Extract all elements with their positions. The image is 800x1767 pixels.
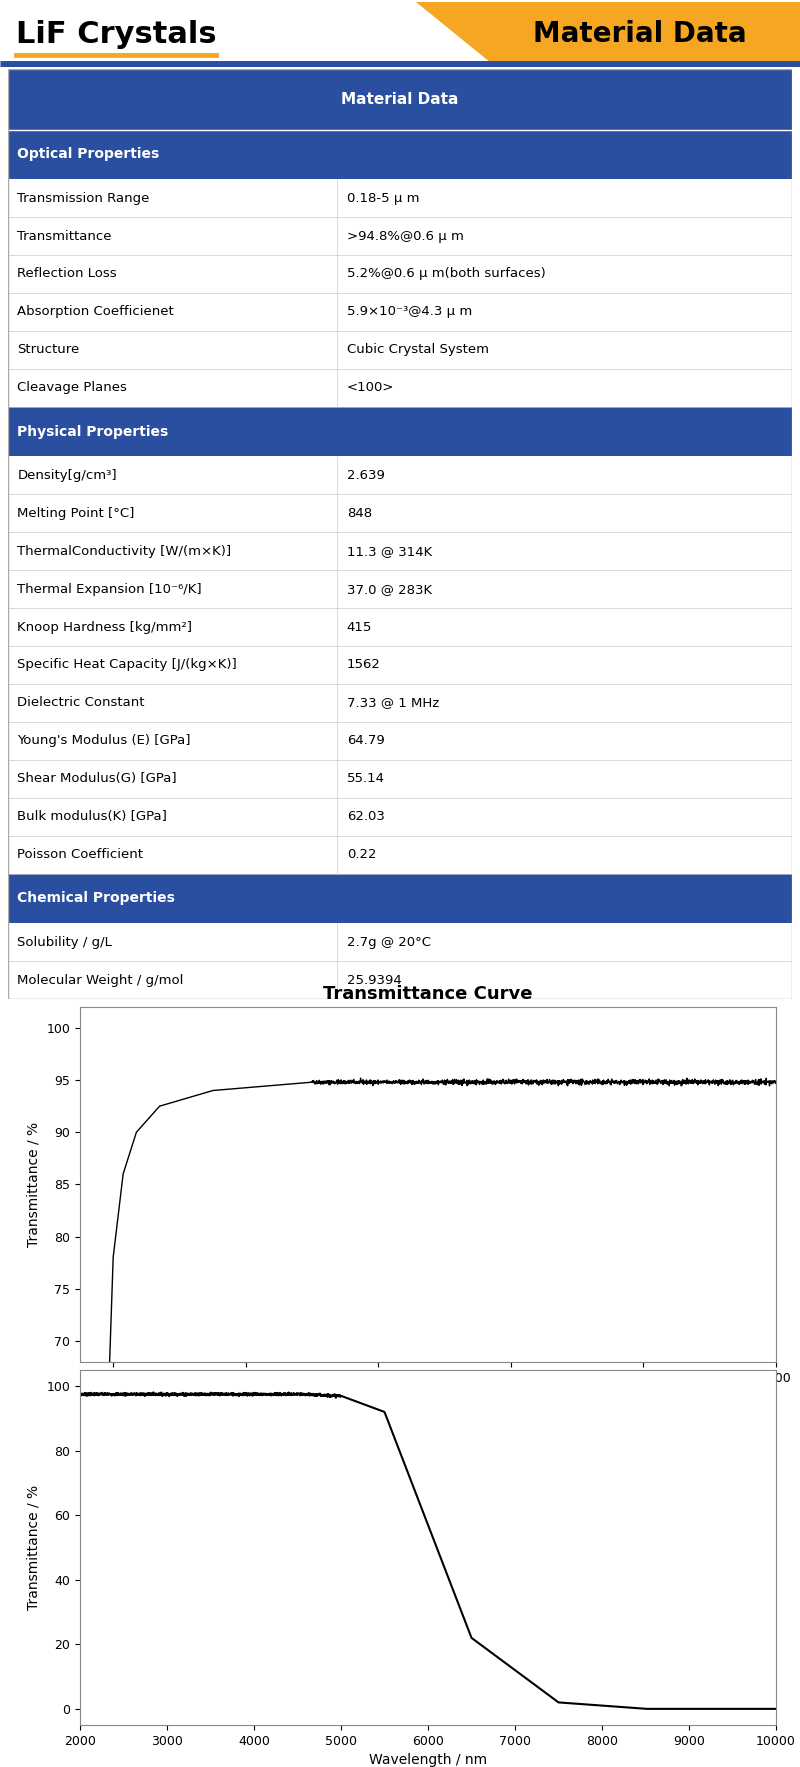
Text: 415: 415 <box>346 620 372 634</box>
Text: Transmittance: Transmittance <box>18 230 112 242</box>
Text: <100>: <100> <box>346 382 394 394</box>
Y-axis label: Transmittance / %: Transmittance / % <box>27 1484 41 1610</box>
X-axis label: Wavelength / nm: Wavelength / nm <box>369 1391 487 1405</box>
Text: Absorption Coefficienet: Absorption Coefficienet <box>18 306 174 318</box>
Text: Knoop Hardness [kg/mm²]: Knoop Hardness [kg/mm²] <box>18 620 193 634</box>
Text: Material Data: Material Data <box>533 19 747 48</box>
Text: Material Data: Material Data <box>342 92 458 106</box>
Bar <box>8 836 792 873</box>
Text: LiF Crystals: LiF Crystals <box>16 19 217 49</box>
Text: Cubic Crystal System: Cubic Crystal System <box>346 343 489 357</box>
Text: Structure: Structure <box>18 343 80 357</box>
Text: Density[g/cm³]: Density[g/cm³] <box>18 468 117 482</box>
Bar <box>8 456 792 495</box>
Y-axis label: Transmittance / %: Transmittance / % <box>27 1122 41 1248</box>
Text: Cleavage Planes: Cleavage Planes <box>18 382 127 394</box>
Bar <box>8 760 792 799</box>
Text: Molecular Weight / g/mol: Molecular Weight / g/mol <box>18 974 184 986</box>
Text: ThermalConductivity [W/(m×K)]: ThermalConductivity [W/(m×K)] <box>18 544 231 558</box>
Polygon shape <box>416 2 800 67</box>
Text: 64.79: 64.79 <box>346 735 385 747</box>
Text: 62.03: 62.03 <box>346 811 385 823</box>
Text: Transmission Range: Transmission Range <box>18 191 150 205</box>
Bar <box>8 608 792 647</box>
Text: Bulk modulus(K) [GPa]: Bulk modulus(K) [GPa] <box>18 811 167 823</box>
Bar <box>8 217 792 254</box>
Bar <box>8 129 792 178</box>
Bar <box>8 293 792 330</box>
Text: Thermal Expansion [10⁻⁶/K]: Thermal Expansion [10⁻⁶/K] <box>18 583 202 595</box>
Bar <box>8 69 792 129</box>
Text: 0.22: 0.22 <box>346 848 376 861</box>
Bar <box>8 254 792 293</box>
Bar <box>8 406 792 456</box>
Text: 25.9394: 25.9394 <box>346 974 402 986</box>
Text: Reflection Loss: Reflection Loss <box>18 267 117 281</box>
Bar <box>8 495 792 532</box>
Bar <box>8 571 792 608</box>
Text: 848: 848 <box>346 507 372 519</box>
Bar <box>8 799 792 836</box>
Bar <box>8 178 792 217</box>
Text: 2.7g @ 20°C: 2.7g @ 20°C <box>346 935 430 949</box>
Text: 5.2%@0.6 μ m(both surfaces): 5.2%@0.6 μ m(both surfaces) <box>346 267 546 281</box>
Text: 0.18-5 μ m: 0.18-5 μ m <box>346 191 419 205</box>
Text: Dielectric Constant: Dielectric Constant <box>18 696 145 709</box>
Text: Chemical Properties: Chemical Properties <box>18 891 175 905</box>
Text: 7.33 @ 1 MHz: 7.33 @ 1 MHz <box>346 696 439 709</box>
Bar <box>8 684 792 723</box>
Text: >94.8%@0.6 μ m: >94.8%@0.6 μ m <box>346 230 463 242</box>
Bar <box>8 330 792 369</box>
Text: 55.14: 55.14 <box>346 772 385 785</box>
Text: Melting Point [°C]: Melting Point [°C] <box>18 507 134 519</box>
Bar <box>8 532 792 571</box>
Bar <box>8 922 792 961</box>
Text: Young's Modulus (E) [GPa]: Young's Modulus (E) [GPa] <box>18 735 191 747</box>
Text: Poisson Coefficient: Poisson Coefficient <box>18 848 143 861</box>
Bar <box>8 873 792 922</box>
Text: Solubility / g/L: Solubility / g/L <box>18 935 112 949</box>
Bar <box>8 961 792 998</box>
Text: Optical Properties: Optical Properties <box>18 147 160 161</box>
Text: Physical Properties: Physical Properties <box>18 424 169 438</box>
Text: 5.9×10⁻³@4.3 μ m: 5.9×10⁻³@4.3 μ m <box>346 306 472 318</box>
Text: Specific Heat Capacity [J/(kg×K)]: Specific Heat Capacity [J/(kg×K)] <box>18 659 237 671</box>
X-axis label: Wavelength / nm: Wavelength / nm <box>369 1753 487 1767</box>
Title: Transmittance Curve: Transmittance Curve <box>323 984 533 1002</box>
Bar <box>8 369 792 406</box>
Text: 11.3 @ 314K: 11.3 @ 314K <box>346 544 432 558</box>
Text: 2.639: 2.639 <box>346 468 385 482</box>
Text: Shear Modulus(G) [GPa]: Shear Modulus(G) [GPa] <box>18 772 177 785</box>
Text: 37.0 @ 283K: 37.0 @ 283K <box>346 583 432 595</box>
Bar <box>8 647 792 684</box>
Text: 1562: 1562 <box>346 659 381 671</box>
Bar <box>8 723 792 760</box>
